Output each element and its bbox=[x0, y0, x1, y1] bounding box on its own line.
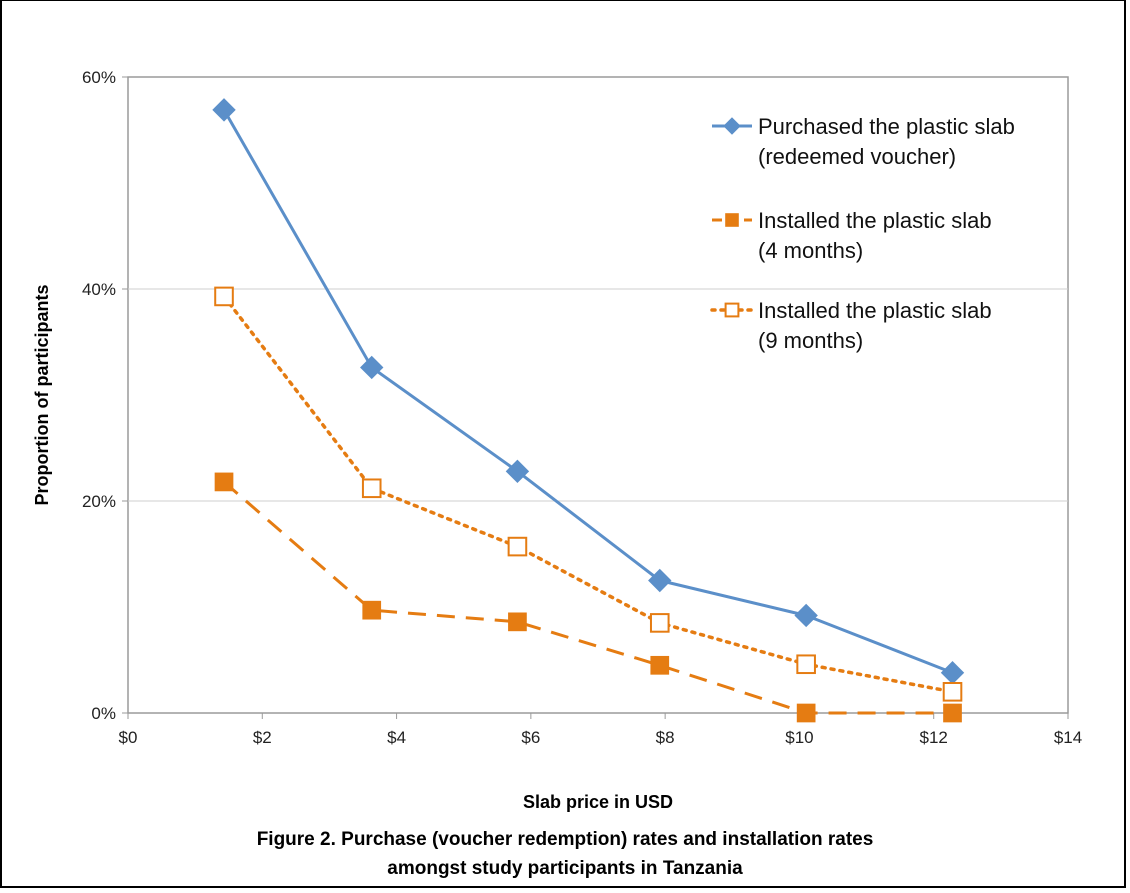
y-axis-ticks: 0% 20% 40% 60% bbox=[82, 68, 128, 723]
legend-label: (redeemed voucher) bbox=[758, 144, 956, 169]
data-point-diamond bbox=[794, 603, 818, 628]
figure-caption: Figure 2. Purchase (voucher redemption) … bbox=[0, 825, 1130, 883]
legend: Purchased the plastic slab (redeemed vouc… bbox=[710, 114, 1015, 353]
x-axis-ticks: $0 $2 $4 $6 $8 $10 $12 $14 bbox=[119, 713, 1082, 747]
x-axis-title: Slab price in USD bbox=[523, 792, 673, 812]
y-tick-label: 0% bbox=[91, 704, 116, 723]
legend-label: (9 months) bbox=[758, 328, 863, 353]
data-point-open-square bbox=[361, 478, 382, 499]
y-axis-title: Proportion of participants bbox=[32, 284, 52, 505]
x-tick-label: $8 bbox=[656, 728, 675, 747]
data-point-square bbox=[725, 213, 739, 227]
line-chart: 0% 20% 40% 60% $0 $2 $4 $6 $8 $10 $12 $14 Purchase… bbox=[32, 68, 1082, 812]
y-tick-label: 60% bbox=[82, 68, 116, 87]
data-point-open-square bbox=[507, 536, 528, 557]
legend-item-2: Installed the plastic slab (4 months) bbox=[712, 208, 992, 263]
x-tick-label: $6 bbox=[521, 728, 540, 747]
x-tick-label: $4 bbox=[387, 728, 406, 747]
series-2 bbox=[214, 472, 962, 723]
caption-line-1: Figure 2. Purchase (voucher redemption) … bbox=[256, 829, 874, 850]
x-tick-label: $10 bbox=[785, 728, 813, 747]
legend-label: (4 months) bbox=[758, 238, 863, 263]
data-point-square bbox=[796, 703, 816, 723]
caption-line-2: amongst study participants in Tanzania bbox=[387, 858, 743, 879]
data-point-open-square bbox=[649, 613, 670, 633]
data-point-diamond bbox=[360, 355, 384, 380]
data-point-diamond bbox=[212, 98, 236, 122]
plot-area bbox=[127, 76, 1069, 714]
y-tick-label: 20% bbox=[82, 492, 116, 511]
legend-label: Purchased the plastic slab bbox=[758, 114, 1015, 139]
series-line bbox=[223, 480, 953, 715]
series-group bbox=[212, 98, 965, 723]
x-tick-label: $14 bbox=[1054, 728, 1082, 747]
x-tick-label: $2 bbox=[253, 728, 272, 747]
data-point-open-square bbox=[214, 286, 234, 307]
legend-item-1: Purchased the plastic slab (redeemed vouc… bbox=[712, 114, 1015, 169]
data-point-open-square bbox=[724, 302, 740, 318]
series-3 bbox=[214, 286, 963, 702]
data-point-diamond bbox=[723, 117, 741, 135]
data-point-square bbox=[362, 600, 382, 620]
legend-label: Installed the plastic slab bbox=[758, 208, 992, 233]
series-1 bbox=[212, 98, 965, 685]
data-point-square bbox=[214, 472, 234, 492]
data-point-open-square bbox=[942, 682, 963, 702]
data-point-open-square bbox=[796, 654, 816, 675]
series-line bbox=[222, 294, 955, 694]
legend-item-3: Installed the plastic slab (9 months) bbox=[710, 298, 992, 353]
y-tick-label: 40% bbox=[82, 280, 116, 299]
x-tick-label: $0 bbox=[119, 728, 138, 747]
series-line bbox=[222, 109, 954, 675]
data-point-diamond bbox=[505, 459, 530, 484]
data-point-diamond bbox=[648, 568, 672, 593]
x-tick-label: $12 bbox=[920, 728, 948, 747]
data-point-square bbox=[508, 612, 527, 632]
data-point-square bbox=[650, 655, 670, 675]
legend-label: Installed the plastic slab bbox=[758, 298, 992, 323]
data-point-square bbox=[943, 703, 962, 723]
gridlines bbox=[128, 288, 1068, 502]
